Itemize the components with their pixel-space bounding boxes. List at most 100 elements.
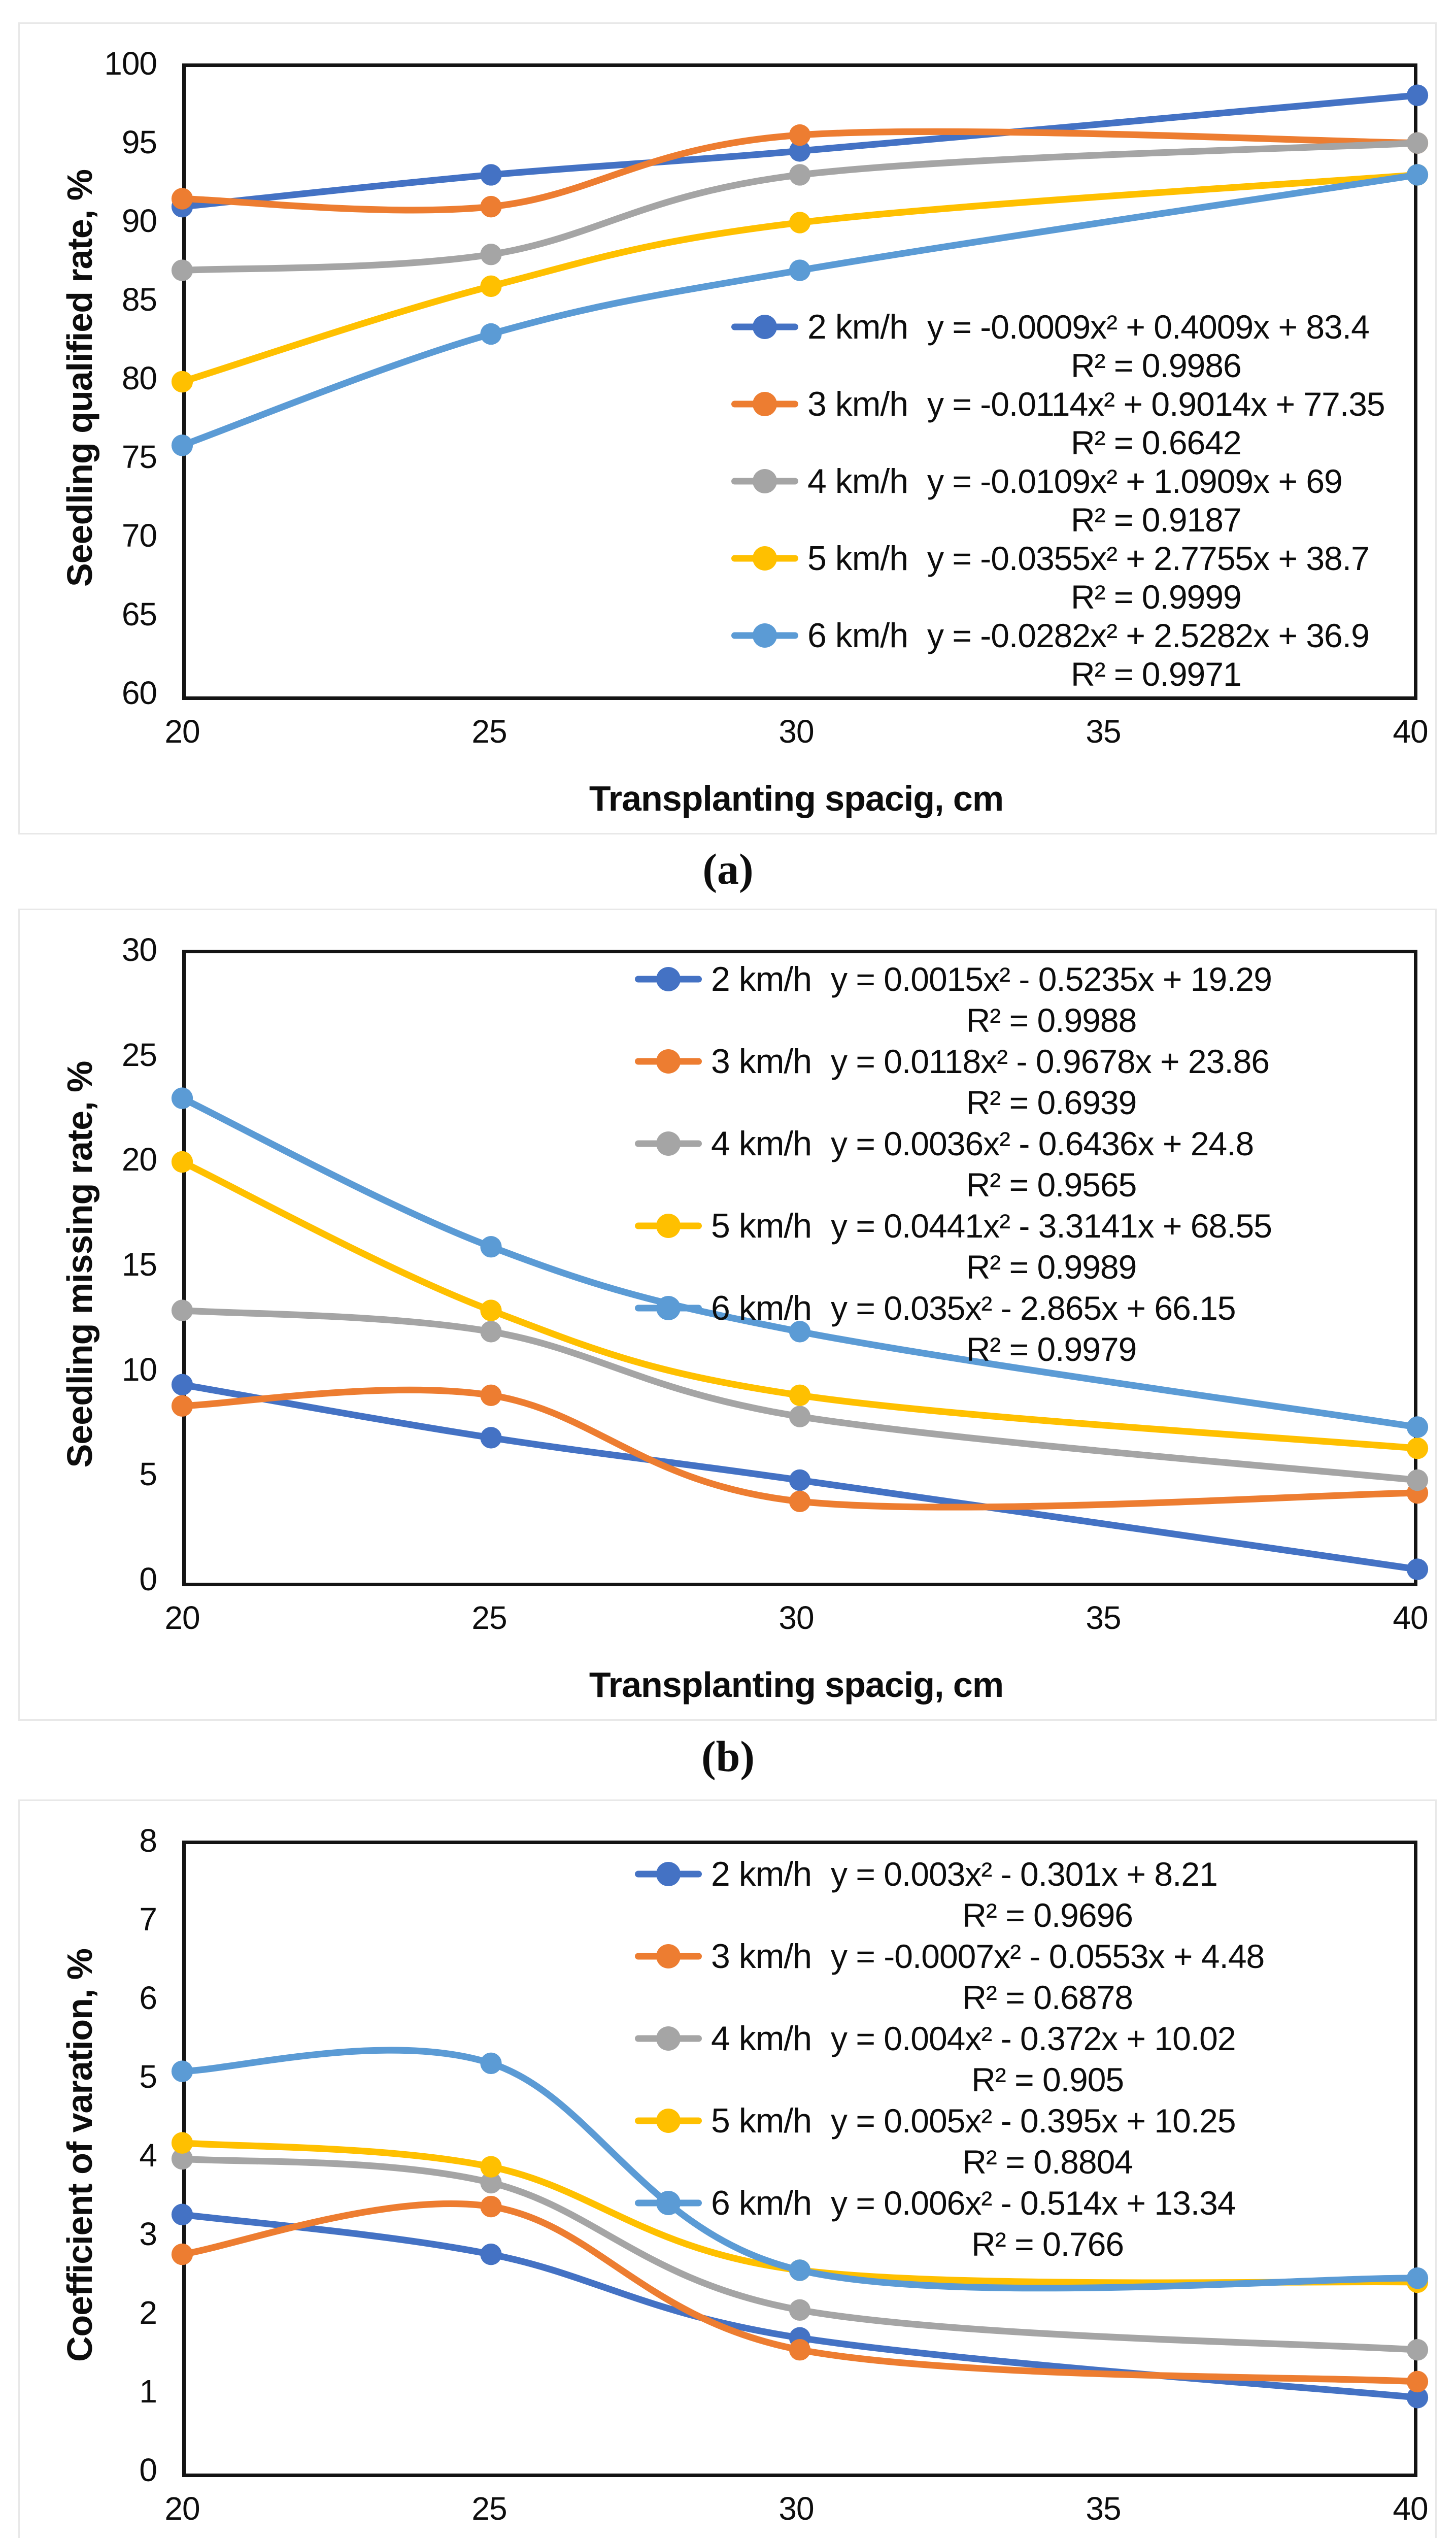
legend-r2-row: R² = 0.9696: [635, 1894, 1264, 1935]
x-tick-label: 40: [1393, 2490, 1428, 2527]
legend-item: 2 km/h y = 0.003x² - 0.301x + 8.21: [635, 1853, 1264, 1894]
series-line-4-km-h: [179, 140, 1421, 274]
data-point-marker: [480, 1321, 502, 1343]
legend-spacer: [731, 655, 798, 693]
data-point-marker: [789, 2259, 811, 2281]
legend-series-label: 5 km/h: [711, 1206, 812, 1245]
data-point-marker: [171, 2060, 193, 2082]
data-point-marker: [789, 1490, 811, 1513]
legend-series-symbol: [635, 1287, 702, 1328]
y-tick-label: 65: [121, 596, 157, 632]
chart-legend: 2 km/h y = -0.0009x² + 0.4009x + 83.4 R² =…: [731, 308, 1385, 693]
x-tick-label: 35: [1086, 1599, 1121, 1636]
chart-panel-a: Seedling qualified rate, % 2 km/h y = -0.…: [18, 22, 1437, 834]
y-tick-label: 10: [121, 1351, 157, 1388]
legend-spacer: [731, 346, 798, 385]
data-point-marker: [789, 259, 811, 281]
data-point-marker: [480, 1384, 502, 1407]
data-point-marker: [1406, 1416, 1429, 1438]
legend-equation: y = -0.0007x² - 0.0553x + 4.48: [831, 1937, 1265, 1975]
data-point-marker: [480, 2052, 502, 2075]
legend-series-label: 3 km/h: [807, 385, 908, 423]
legend-spacer: [635, 1328, 702, 1370]
legend-r2-row: R² = 0.9999: [731, 578, 1385, 616]
x-tick-label: 30: [778, 713, 814, 750]
y-tick-label: 15: [121, 1246, 157, 1283]
data-point-marker: [1406, 1438, 1429, 1459]
legend-r-squared: R² = 0.9988: [966, 1001, 1137, 1039]
data-point-marker: [789, 2339, 811, 2361]
data-point-marker: [789, 212, 811, 233]
y-tick-label: 5: [139, 2058, 157, 2095]
x-axis-title: Transplanting spacig, cm: [589, 1665, 1004, 1705]
legend-item: 6 km/h y = 0.035x² - 2.865x + 66.15: [635, 1287, 1272, 1328]
legend-r-squared: R² = 0.9696: [962, 1896, 1133, 1934]
series-marker-icon: [656, 2190, 681, 2215]
data-point-marker: [480, 2172, 502, 2194]
legend-r-squared: R² = 0.9979: [966, 1330, 1137, 1368]
y-tick-label: 1: [139, 2373, 157, 2410]
data-point-marker: [171, 1299, 193, 1321]
data-point-marker: [789, 124, 811, 146]
series-marker-icon: [656, 1213, 681, 1238]
series-plot: [171, 2047, 1429, 2409]
data-point-marker: [171, 1374, 193, 1396]
data-point-marker: [480, 1299, 502, 1321]
data-point-marker: [1406, 2339, 1429, 2361]
x-tick-label: 35: [1086, 2490, 1121, 2527]
series-marker-icon: [656, 1861, 681, 1886]
series-marker-icon: [656, 966, 681, 991]
series-marker-icon: [656, 2108, 681, 2133]
legend-series-label: 6 km/h: [807, 616, 908, 655]
legend-r-squared: R² = 0.6878: [962, 1978, 1133, 2016]
series-marker-icon: [656, 1944, 681, 1968]
legend-equation: y = 0.0118x² - 0.9678x + 23.86: [831, 1042, 1270, 1080]
data-point-marker: [480, 2156, 502, 2178]
data-point-marker: [171, 2203, 193, 2225]
legend-spacer: [635, 1082, 702, 1123]
series-marker-icon: [656, 1049, 681, 1074]
chart-panel-c: Coefficient of varation, % 2 km/h y = 0.0…: [18, 1799, 1437, 2538]
legend-r2-row: R² = 0.9187: [731, 500, 1385, 539]
data-point-marker: [171, 2148, 193, 2170]
plot-area: 2 km/h y = 0.003x² - 0.301x + 8.21 R² = 0.…: [171, 1841, 1429, 2477]
series-marker-icon: [656, 2026, 681, 2051]
data-point-marker: [789, 1469, 811, 1491]
data-point-marker: [789, 1384, 811, 1407]
legend-spacer: [731, 500, 798, 539]
x-tick-label: 30: [778, 2490, 814, 2527]
legend-item: 3 km/h y = 0.0118x² - 0.9678x + 23.86: [635, 1041, 1272, 1082]
legend-series-label: 4 km/h: [711, 1124, 812, 1163]
series-line-4-km-h: [179, 2155, 1421, 2353]
data-point-marker: [171, 2132, 193, 2154]
plot-area: 2 km/h y = -0.0009x² + 0.4009x + 83.4 R² =…: [171, 63, 1429, 700]
legend-equation: y = 0.0441x² - 3.3141x + 68.55: [831, 1207, 1272, 1245]
series-plot: [171, 84, 1429, 456]
x-tick-label: 20: [164, 713, 200, 750]
legend-spacer: [635, 2223, 702, 2264]
data-point-marker: [480, 2243, 502, 2265]
data-point-marker: [480, 275, 502, 297]
legend-series-symbol: [635, 1041, 702, 1082]
legend-r2-row: R² = 0.766: [635, 2223, 1264, 2264]
y-tick-label: 3: [139, 2216, 157, 2252]
legend-item: 5 km/h y = -0.0355x² + 2.7755x + 38.7: [731, 539, 1385, 578]
legend-spacer: [635, 1977, 702, 2018]
legend-equation: y = 0.0015x² - 0.5235x + 19.29: [831, 960, 1272, 998]
legend-r-squared: R² = 0.9971: [1070, 655, 1242, 693]
legend-r-squared: R² = 0.9565: [966, 1165, 1137, 1204]
legend-series-symbol: [635, 2018, 702, 2059]
y-tick-label: 100: [104, 45, 157, 82]
data-point-marker: [171, 2243, 193, 2265]
series-marker-icon: [753, 469, 777, 493]
data-point-marker: [1406, 164, 1429, 186]
legend-equation: y = 0.035x² - 2.865x + 66.15: [831, 1289, 1236, 1327]
series-line-2-km-h: [179, 92, 1421, 210]
chart-legend: 2 km/h y = 0.003x² - 0.301x + 8.21 R² = 0.…: [635, 1853, 1265, 2264]
data-point-marker: [480, 1427, 502, 1449]
legend-item: 6 km/h y = 0.006x² - 0.514x + 13.34: [635, 2182, 1264, 2223]
data-point-marker: [480, 1235, 502, 1258]
series-marker-icon: [656, 1295, 681, 1320]
x-tick-label: 25: [471, 1599, 507, 1636]
y-tick-label: 0: [139, 1561, 157, 1597]
